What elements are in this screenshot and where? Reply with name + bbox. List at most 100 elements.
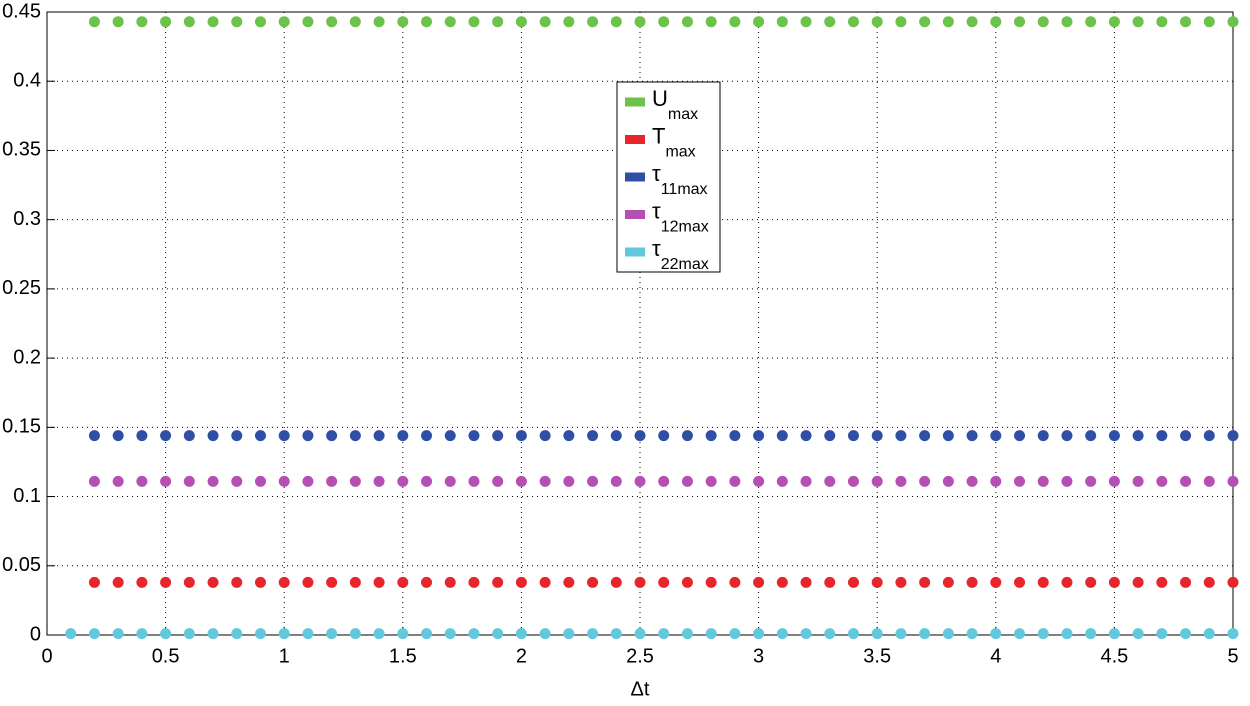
legend-label: Umax <box>652 86 698 123</box>
data-point <box>824 576 836 588</box>
data-point <box>349 475 361 487</box>
data-point <box>563 430 575 442</box>
y-tick-label: 0.4 <box>13 70 41 92</box>
data-point <box>1108 430 1120 442</box>
data-point <box>966 628 978 640</box>
y-tick-label: 0 <box>30 623 41 645</box>
data-point <box>1180 430 1192 442</box>
data-point <box>231 430 243 442</box>
data-point <box>1037 576 1049 588</box>
data-point <box>729 628 741 640</box>
data-point <box>729 475 741 487</box>
data-point <box>539 576 551 588</box>
x-tick-label: 2.5 <box>626 645 654 667</box>
data-point <box>160 475 172 487</box>
data-point <box>302 576 314 588</box>
data-point <box>136 475 148 487</box>
data-point <box>1037 628 1049 640</box>
data-point <box>444 16 456 28</box>
data-point <box>302 16 314 28</box>
data-point <box>278 430 290 442</box>
y-tick-label: 0.45 <box>2 0 41 22</box>
data-point <box>1037 475 1049 487</box>
data-point <box>397 628 409 640</box>
y-tick-label: 0.35 <box>2 139 41 161</box>
data-point <box>942 475 954 487</box>
data-point <box>539 475 551 487</box>
data-point <box>776 576 788 588</box>
data-point <box>1227 576 1239 588</box>
data-point <box>1156 475 1168 487</box>
data-point <box>1180 628 1192 640</box>
data-point <box>515 628 527 640</box>
data-point <box>183 16 195 28</box>
data-point <box>1061 475 1073 487</box>
legend-label: Tmax <box>652 123 696 160</box>
legend-label: τ22max <box>652 236 709 273</box>
data-point <box>966 16 978 28</box>
legend-label-sub: max <box>665 144 695 161</box>
data-point <box>88 576 100 588</box>
data-point <box>753 576 765 588</box>
data-point <box>254 628 266 640</box>
data-point <box>468 576 480 588</box>
data-point <box>895 576 907 588</box>
data-point <box>539 430 551 442</box>
data-point <box>278 628 290 640</box>
data-point <box>397 475 409 487</box>
data-point <box>88 475 100 487</box>
data-point <box>326 430 338 442</box>
data-point <box>705 628 717 640</box>
data-point <box>776 628 788 640</box>
data-point <box>753 628 765 640</box>
data-point <box>468 430 480 442</box>
data-point <box>112 576 124 588</box>
y-tick-label: 0.25 <box>2 277 41 299</box>
data-point <box>776 16 788 28</box>
legend-label-sub: 22max <box>661 256 709 273</box>
data-point <box>776 430 788 442</box>
data-point <box>1203 628 1215 640</box>
data-point <box>468 475 480 487</box>
data-point <box>563 16 575 28</box>
data-point <box>1085 16 1097 28</box>
data-point <box>492 430 504 442</box>
data-point <box>1132 475 1144 487</box>
data-point <box>919 576 931 588</box>
data-point <box>278 16 290 28</box>
data-point <box>1203 430 1215 442</box>
data-point <box>681 475 693 487</box>
data-point <box>207 576 219 588</box>
data-point <box>942 16 954 28</box>
data-point <box>871 576 883 588</box>
x-tick-label: 0.5 <box>152 645 180 667</box>
data-point <box>397 430 409 442</box>
data-point <box>1227 628 1239 640</box>
data-point <box>658 16 670 28</box>
data-point <box>990 628 1002 640</box>
data-point <box>587 430 599 442</box>
data-point <box>492 576 504 588</box>
data-point <box>1156 628 1168 640</box>
data-point <box>468 628 480 640</box>
data-point <box>634 628 646 640</box>
data-point <box>1203 475 1215 487</box>
data-point <box>753 16 765 28</box>
data-point <box>539 16 551 28</box>
data-point <box>1227 16 1239 28</box>
data-point <box>800 628 812 640</box>
data-point <box>634 576 646 588</box>
data-point <box>1203 576 1215 588</box>
data-point <box>847 628 859 640</box>
data-point <box>1227 475 1239 487</box>
y-tick-label: 0.05 <box>2 554 41 576</box>
data-point <box>492 628 504 640</box>
data-point <box>681 628 693 640</box>
data-point <box>1085 475 1097 487</box>
data-point <box>207 16 219 28</box>
data-point <box>681 430 693 442</box>
data-point <box>278 475 290 487</box>
data-point <box>444 576 456 588</box>
data-point <box>112 430 124 442</box>
